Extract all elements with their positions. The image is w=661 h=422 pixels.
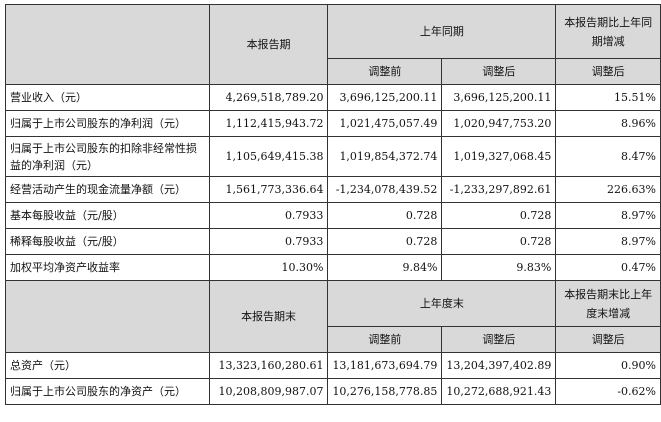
before-adj-value: 1,019,854,372.74 [327,136,443,177]
section1-current-header: 本报告期 [208,4,329,85]
section1-change-sub-header: 调整后 [555,58,661,85]
section1-after-adj-header: 调整后 [441,58,557,85]
section2-change-header: 本报告期末比上年度末增减 [555,280,661,327]
current-value: 1,105,649,415.38 [208,136,329,177]
after-adj-value: 9.83% [441,254,557,281]
before-adj-value: -1,234,078,439.52 [327,176,443,203]
current-value: 13,323,160,280.61 [208,352,329,379]
row-label: 归属于上市公司股东的净利润（元） [5,110,210,137]
after-adj-value: 1,019,327,068.45 [441,136,557,177]
after-adj-value: 0.728 [441,202,557,229]
before-adj-value: 3,696,125,200.11 [327,84,443,111]
table-row: 总资产（元） 13,323,160,280.61 13,181,673,694.… [5,352,661,379]
before-adj-value: 0.728 [327,202,443,229]
change-value: 8.47% [555,136,661,177]
current-value: 4,269,518,789.20 [208,84,329,111]
current-value: 1,561,773,336.64 [208,176,329,203]
current-value: 0.7933 [208,202,329,229]
after-adj-value: 10,272,688,921.43 [441,378,557,405]
section2-subheader-row: 调整前 调整后 调整后 [6,326,661,353]
section2-change-sub-header: 调整后 [555,326,661,353]
row-label: 加权平均净资产收益率 [5,254,210,281]
change-value: -0.62% [555,378,661,405]
section1-subheader-row: 调整前 调整后 调整后 [6,58,661,85]
table-row: 归属于上市公司股东的扣除非经常性损益的净利润（元） 1,105,649,415.… [5,136,661,177]
row-label: 营业收入（元） [5,84,210,111]
section1-prior-group-header: 上年同期 [327,4,557,59]
change-value: 0.90% [555,352,661,379]
section2-prior-group-header: 上年度末 [327,280,557,327]
row-label: 归属于上市公司股东的扣除非经常性损益的净利润（元） [5,136,210,177]
section2-current-header: 本报告期末 [208,280,329,353]
row-label: 稀释每股收益（元/股） [5,228,210,255]
section2-before-adj-header: 调整前 [327,326,443,353]
current-value: 10.30% [208,254,329,281]
before-adj-value: 1,021,475,057.49 [327,110,443,137]
table-row: 经营活动产生的现金流量净额（元） 1,561,773,336.64 -1,234… [5,176,661,203]
current-value: 1,112,415,943.72 [208,110,329,137]
table-row: 归属于上市公司股东的净利润（元） 1,112,415,943.72 1,021,… [5,110,661,137]
section1-change-header: 本报告期比上年同期增减 [555,4,661,59]
before-adj-value: 0.728 [327,228,443,255]
section2-after-adj-header: 调整后 [441,326,557,353]
section1-corner-cell [5,4,210,85]
table-row: 营业收入（元） 4,269,518,789.20 3,696,125,200.1… [5,84,661,111]
before-adj-value: 9.84% [327,254,443,281]
row-label: 经营活动产生的现金流量净额（元） [5,176,210,203]
section1-before-adj-header: 调整前 [327,58,443,85]
change-value: 8.97% [555,228,661,255]
change-value: 0.47% [555,254,661,281]
after-adj-value: 0.728 [441,228,557,255]
row-label: 归属于上市公司股东的净资产（元） [5,378,210,405]
table-row: 基本每股收益（元/股） 0.7933 0.728 0.728 8.97% [5,202,661,229]
change-value: 15.51% [555,84,661,111]
row-label: 总资产（元） [5,352,210,379]
before-adj-value: 13,181,673,694.79 [327,352,443,379]
after-adj-value: 3,696,125,200.11 [441,84,557,111]
financial-summary-table: 本报告期 上年同期 本报告期比上年同期增减 调整前 调整后 调整后 营业收入（元… [5,4,661,405]
before-adj-value: 10,276,158,778.85 [327,378,443,405]
table-row: 归属于上市公司股东的净资产（元） 10,208,809,987.07 10,27… [5,378,661,405]
after-adj-value: 1,020,947,753.20 [441,110,557,137]
change-value: 226.63% [555,176,661,203]
section1-header-row: 本报告期 上年同期 本报告期比上年同期增减 [5,4,661,85]
table-row: 稀释每股收益（元/股） 0.7933 0.728 0.728 8.97% [5,228,661,255]
change-value: 8.97% [555,202,661,229]
after-adj-value: -1,233,297,892.61 [441,176,557,203]
change-value: 8.96% [555,110,661,137]
row-label: 基本每股收益（元/股） [5,202,210,229]
current-value: 10,208,809,987.07 [208,378,329,405]
section2-corner-cell [5,280,210,353]
section2-header-row: 本报告期末 上年度末 本报告期末比上年度末增减 [5,280,661,353]
current-value: 0.7933 [208,228,329,255]
table-row: 加权平均净资产收益率 10.30% 9.84% 9.83% 0.47% [5,254,661,281]
after-adj-value: 13,204,397,402.89 [441,352,557,379]
